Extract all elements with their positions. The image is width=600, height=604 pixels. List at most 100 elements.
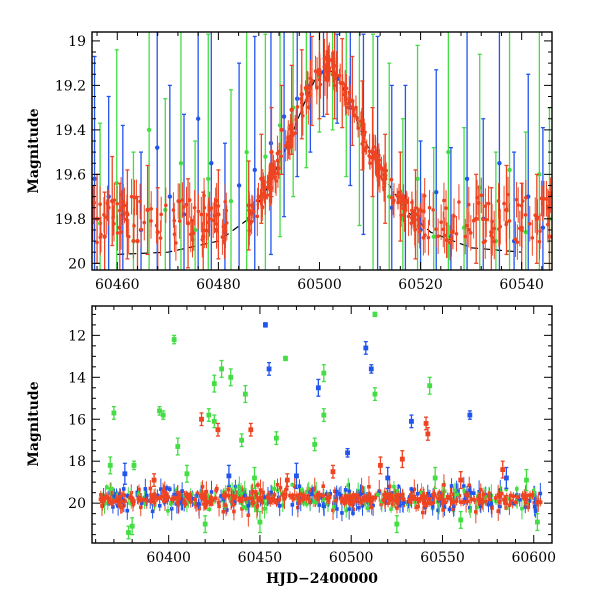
baseline-point	[346, 483, 351, 488]
baseline-point	[424, 504, 428, 508]
baseline-point	[359, 501, 363, 505]
baseline-point	[357, 505, 361, 510]
peak-point	[359, 119, 363, 123]
baseline-point	[452, 500, 456, 505]
baseline-point	[310, 492, 314, 496]
baseline-point	[369, 505, 374, 510]
baseline-point	[237, 498, 242, 503]
baseline-point	[112, 494, 116, 499]
data-point	[431, 234, 436, 239]
peak-point	[442, 198, 446, 203]
baseline-point	[417, 499, 421, 503]
peak-point	[399, 213, 403, 218]
top-plot-area	[92, 32, 552, 270]
peak-point	[527, 221, 532, 226]
peak-point	[346, 101, 351, 106]
baseline-point	[174, 495, 178, 500]
baseline-point	[119, 499, 124, 504]
peak-point	[405, 200, 409, 205]
baseline-point	[379, 499, 384, 504]
baseline-point	[467, 488, 472, 493]
top-series-0	[92, 32, 546, 270]
baseline-point	[511, 494, 516, 499]
baseline-point	[322, 497, 326, 502]
data-point	[157, 408, 162, 414]
data-point	[202, 521, 208, 527]
baseline-point	[311, 499, 316, 504]
baseline-point	[448, 495, 452, 499]
baseline-point	[490, 506, 494, 510]
peak-point	[352, 113, 357, 118]
baseline-point	[277, 497, 282, 502]
baseline-point	[368, 498, 373, 503]
baseline-point	[475, 505, 479, 510]
peak-point	[520, 199, 525, 203]
data-point	[534, 519, 540, 525]
baseline-point	[361, 491, 366, 496]
baseline-point	[397, 493, 401, 497]
peak-point	[467, 227, 471, 232]
data-point	[273, 435, 279, 441]
baseline-point	[234, 494, 239, 499]
data-point	[126, 530, 131, 535]
peak-point	[448, 240, 452, 245]
peak-point	[263, 195, 268, 200]
baseline-point	[193, 497, 198, 502]
baseline-point	[241, 505, 246, 509]
peak-point	[274, 179, 278, 183]
baseline-point	[275, 482, 280, 487]
baseline-point	[277, 504, 282, 508]
data-point	[171, 337, 177, 342]
baseline-point	[149, 498, 153, 502]
peak-point	[401, 206, 406, 211]
baseline-point	[137, 487, 141, 492]
data-point	[226, 473, 232, 479]
baseline-point	[197, 506, 201, 511]
peak-point	[250, 203, 254, 208]
baseline-point	[203, 505, 208, 510]
data-point	[425, 431, 431, 437]
data-point	[372, 391, 378, 397]
baseline-point	[272, 493, 277, 497]
baseline-point	[179, 499, 184, 504]
peak-point	[515, 240, 520, 244]
baseline-point	[240, 499, 244, 504]
y-tick-label: 19.6	[55, 167, 86, 183]
peak-point	[486, 201, 491, 206]
baseline-point	[442, 483, 446, 487]
baseline-point	[347, 501, 352, 506]
peak-point	[415, 212, 420, 217]
baseline-point	[445, 496, 450, 500]
baseline-point	[359, 485, 364, 489]
baseline-cloud	[98, 474, 543, 527]
baseline-point	[358, 492, 363, 496]
peak-point	[364, 144, 369, 149]
baseline-point	[223, 503, 227, 507]
peak-point	[483, 239, 488, 243]
peak-point	[514, 197, 519, 202]
baseline-point	[257, 491, 262, 496]
baseline-point	[216, 500, 221, 505]
baseline-point	[175, 492, 180, 496]
baseline-point	[451, 492, 456, 497]
baseline-point	[431, 500, 436, 505]
baseline-point	[498, 494, 502, 499]
baseline-point	[523, 500, 528, 505]
peak-point	[214, 198, 219, 203]
peak-point	[481, 217, 485, 222]
baseline-point	[222, 493, 227, 498]
baseline-point	[306, 486, 311, 491]
baseline-point	[168, 487, 172, 492]
peak-point	[159, 212, 163, 217]
data-point	[175, 444, 181, 449]
baseline-point	[493, 496, 498, 500]
baseline-point	[440, 494, 444, 499]
baseline-point	[283, 492, 288, 497]
bottom-panel-ylabel: Magnitude	[26, 381, 42, 466]
data-point	[399, 456, 405, 462]
baseline-point	[414, 505, 418, 510]
baseline-point	[421, 510, 425, 515]
y-tick-label: 14	[68, 370, 86, 386]
data-point	[107, 462, 113, 468]
baseline-point	[256, 498, 260, 503]
